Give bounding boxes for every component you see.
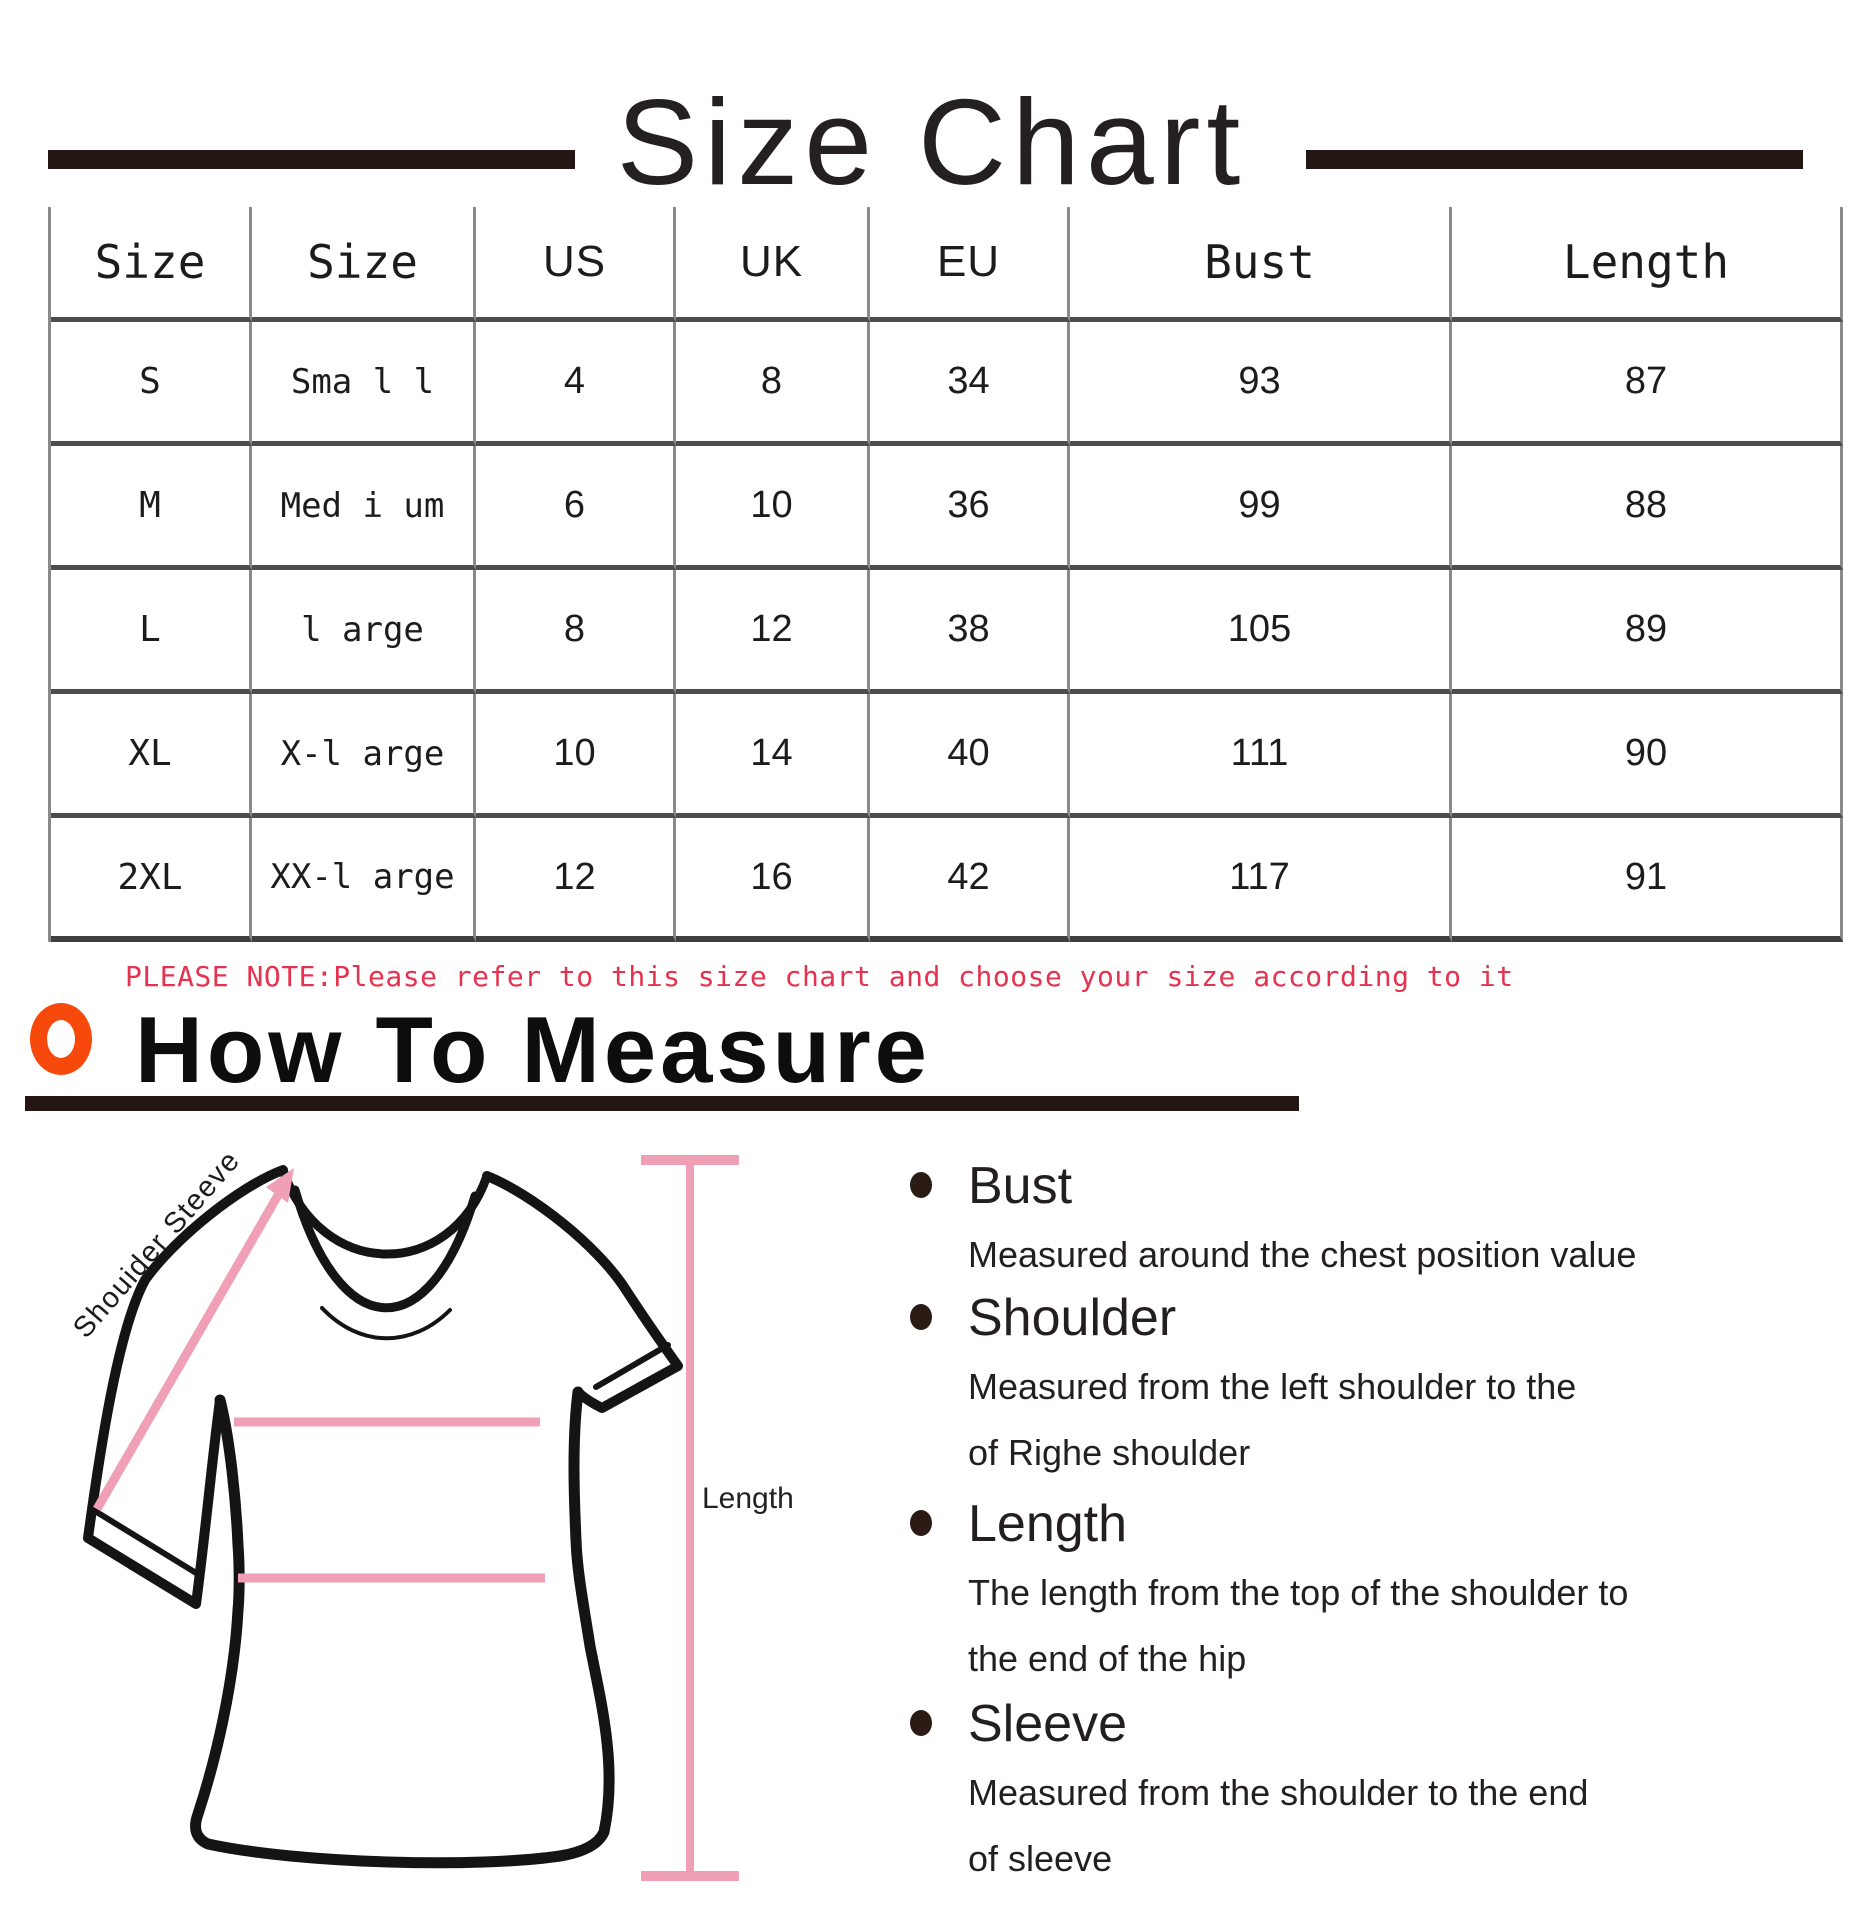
measure-name: Sleeve xyxy=(968,1695,1127,1753)
length-line-label: Length xyxy=(702,1482,794,1515)
table-cell: 2XL xyxy=(51,818,252,942)
measure-item-length: Length The length from the top of the sh… xyxy=(908,1494,1748,1692)
table-cell: 8 xyxy=(676,322,870,446)
measure-desc: Measured from the left shoulder to the o… xyxy=(968,1366,1577,1473)
section-marker-ring-icon xyxy=(30,1003,92,1075)
table-cell: 99 xyxy=(1070,446,1452,570)
shoulder-sleeve-arrowhead xyxy=(266,1168,294,1203)
tshirt-right-sleeve-outline xyxy=(482,1171,683,1413)
table-cell: 14 xyxy=(676,694,870,818)
table-cell: 91 xyxy=(1452,818,1843,942)
table-cell: 88 xyxy=(1452,446,1843,570)
table-cell: Sma l l xyxy=(252,322,476,446)
table-cell: 40 xyxy=(870,694,1070,818)
table-cell: XL xyxy=(51,694,252,818)
tshirt-left-sleeve-outline xyxy=(83,1165,288,1609)
measure-desc: Measured from the shoulder to the end of… xyxy=(968,1772,1589,1879)
table-cell: 36 xyxy=(870,446,1070,570)
table-cell: XX-l arge xyxy=(252,818,476,942)
tshirt-collar-band-inner-line xyxy=(320,1306,452,1341)
bullet-dot-icon xyxy=(910,1172,932,1198)
table-cell: 117 xyxy=(1070,818,1452,942)
table-cell: 38 xyxy=(870,570,1070,694)
table-cell: 90 xyxy=(1452,694,1843,818)
measure-desc: The length from the top of the shoulder … xyxy=(968,1572,1629,1679)
title-rule-right xyxy=(1306,150,1803,169)
table-cell: L xyxy=(51,570,252,694)
measure-desc: Measured around the chest position value xyxy=(968,1234,1637,1275)
please-note-text: PLEASE NOTE:Please refer to this size ch… xyxy=(125,960,1514,993)
measure-name: Shoulder xyxy=(968,1289,1177,1347)
table-cell: 93 xyxy=(1070,322,1452,446)
title-rule-left xyxy=(48,150,575,169)
tshirt-torso-outline xyxy=(190,1386,615,1869)
table-cell: Med i um xyxy=(252,446,476,570)
how-to-measure-underline xyxy=(25,1096,1299,1111)
table-cell: 10 xyxy=(476,694,676,818)
column-header-length: Length xyxy=(1452,207,1843,322)
shoulder-sleeve-measure-line xyxy=(93,1187,285,1512)
table-cell: l arge xyxy=(252,570,476,694)
tshirt-measure-diagram xyxy=(83,1155,739,1881)
measure-item-sleeve: Sleeve Measured from the shoulder to the… xyxy=(908,1694,1748,1892)
tshirt-left-cuff-line xyxy=(92,1508,204,1579)
size-table: Size Size US UK EU Bust Length S Sma l l… xyxy=(48,207,1843,942)
bullet-dot-icon xyxy=(910,1710,932,1736)
column-header-size-name: Size xyxy=(252,207,476,322)
table-cell: 12 xyxy=(476,818,676,942)
column-header-us: US xyxy=(476,207,676,322)
table-cell: 105 xyxy=(1070,570,1452,694)
measure-name: Length xyxy=(968,1495,1128,1553)
page-title: Size Chart xyxy=(616,74,1247,210)
table-cell: 12 xyxy=(676,570,870,694)
table-cell: 42 xyxy=(870,818,1070,942)
measure-item-shoulder: Shoulder Measured from the left shoulder… xyxy=(908,1288,1748,1486)
tshirt-collar-band xyxy=(290,1185,480,1313)
column-header-size-code: Size xyxy=(51,207,252,322)
table-cell: M xyxy=(51,446,252,570)
table-cell: 87 xyxy=(1452,322,1843,446)
how-to-measure-heading: How To Measure xyxy=(135,997,931,1102)
measure-name: Bust xyxy=(968,1157,1073,1215)
bullet-dot-icon xyxy=(910,1510,932,1536)
table-cell: S xyxy=(51,322,252,446)
column-header-bust: Bust xyxy=(1070,207,1452,322)
table-cell: 8 xyxy=(476,570,676,694)
tshirt-right-cuff-line xyxy=(593,1342,671,1390)
bullet-dot-icon xyxy=(910,1304,932,1330)
table-cell: 6 xyxy=(476,446,676,570)
table-cell: 16 xyxy=(676,818,870,942)
column-header-eu: EU xyxy=(870,207,1070,322)
table-cell: 4 xyxy=(476,322,676,446)
column-header-uk: UK xyxy=(676,207,870,322)
table-cell: 89 xyxy=(1452,570,1843,694)
table-cell: 34 xyxy=(870,322,1070,446)
table-cell: 10 xyxy=(676,446,870,570)
table-cell: X-l arge xyxy=(252,694,476,818)
table-cell: 111 xyxy=(1070,694,1452,818)
measure-item-bust: Bust Measured around the chest position … xyxy=(908,1156,1748,1288)
